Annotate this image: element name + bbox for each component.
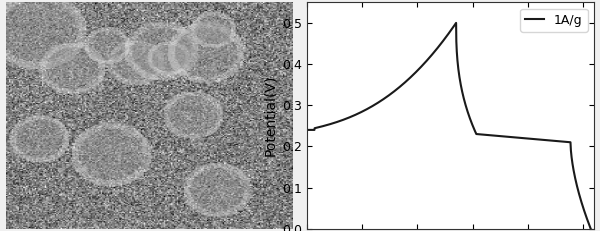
- Legend: 1A/g: 1A/g: [520, 9, 588, 32]
- Y-axis label: Potential(V): Potential(V): [263, 75, 277, 156]
